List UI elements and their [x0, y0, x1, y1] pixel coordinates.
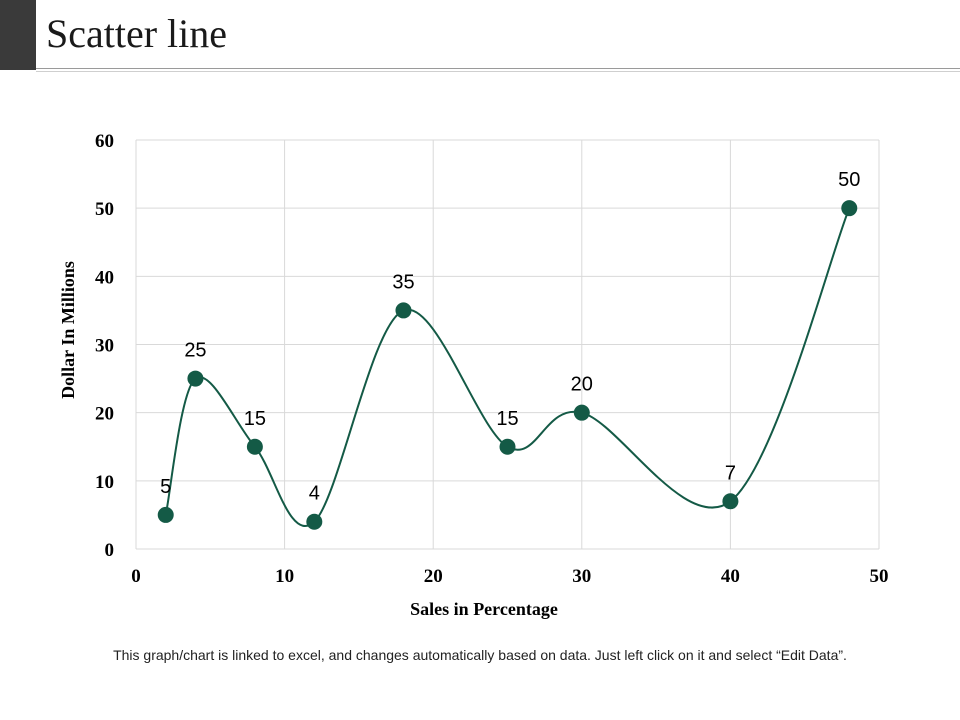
footer-note: This graph/chart is linked to excel, and… — [113, 647, 847, 663]
x-tick-label: 30 — [572, 566, 591, 587]
data-label: 20 — [571, 374, 593, 396]
y-tick-label: 10 — [95, 472, 114, 493]
tick-labels: 0 10 20 30 40 50 60 0 10 20 30 40 50 — [95, 131, 889, 587]
data-label: 4 — [309, 483, 320, 505]
data-point — [157, 506, 174, 523]
y-tick-label: 40 — [95, 267, 114, 288]
y-tick-label: 60 — [95, 131, 114, 152]
data-label: 15 — [244, 408, 266, 430]
y-tick-label: 50 — [95, 199, 114, 220]
series-line — [164, 207, 851, 527]
slide-title: Scatter line — [46, 11, 228, 56]
x-tick-label: 50 — [870, 566, 889, 587]
data-label: 25 — [184, 340, 206, 362]
x-tick-label: 40 — [721, 566, 740, 587]
data-label: 5 — [160, 476, 171, 498]
scatter-line-chart: 0 10 20 30 40 50 60 0 10 20 30 40 50 Sales in Percen… — [58, 131, 889, 619]
data-label: 15 — [496, 408, 518, 430]
y-tick-label: 0 — [105, 540, 115, 561]
title-divider-secondary — [36, 71, 960, 72]
data-point — [499, 438, 516, 455]
x-tick-label: 20 — [424, 566, 443, 587]
data-point — [306, 513, 323, 530]
data-point — [841, 200, 858, 217]
data-point — [395, 302, 412, 319]
title-accent-bar — [0, 0, 36, 70]
x-tick-label: 10 — [275, 566, 294, 587]
data-label: 7 — [725, 462, 736, 484]
gridlines — [135, 139, 880, 550]
data-point — [722, 493, 739, 510]
y-tick-label: 20 — [95, 404, 114, 425]
data-point — [187, 370, 204, 387]
y-axis-label: Dollar In Millions — [58, 261, 78, 399]
x-axis-label: Sales in Percentage — [410, 599, 558, 619]
x-tick-label: 0 — [131, 566, 141, 587]
data-point — [246, 438, 263, 455]
data-label: 35 — [392, 271, 414, 293]
title-divider — [36, 68, 960, 69]
y-tick-label: 30 — [95, 336, 114, 357]
data-label: 50 — [838, 169, 860, 191]
series-group: 5 25 15 4 35 15 20 7 50 — [157, 169, 860, 530]
data-point — [573, 404, 590, 421]
